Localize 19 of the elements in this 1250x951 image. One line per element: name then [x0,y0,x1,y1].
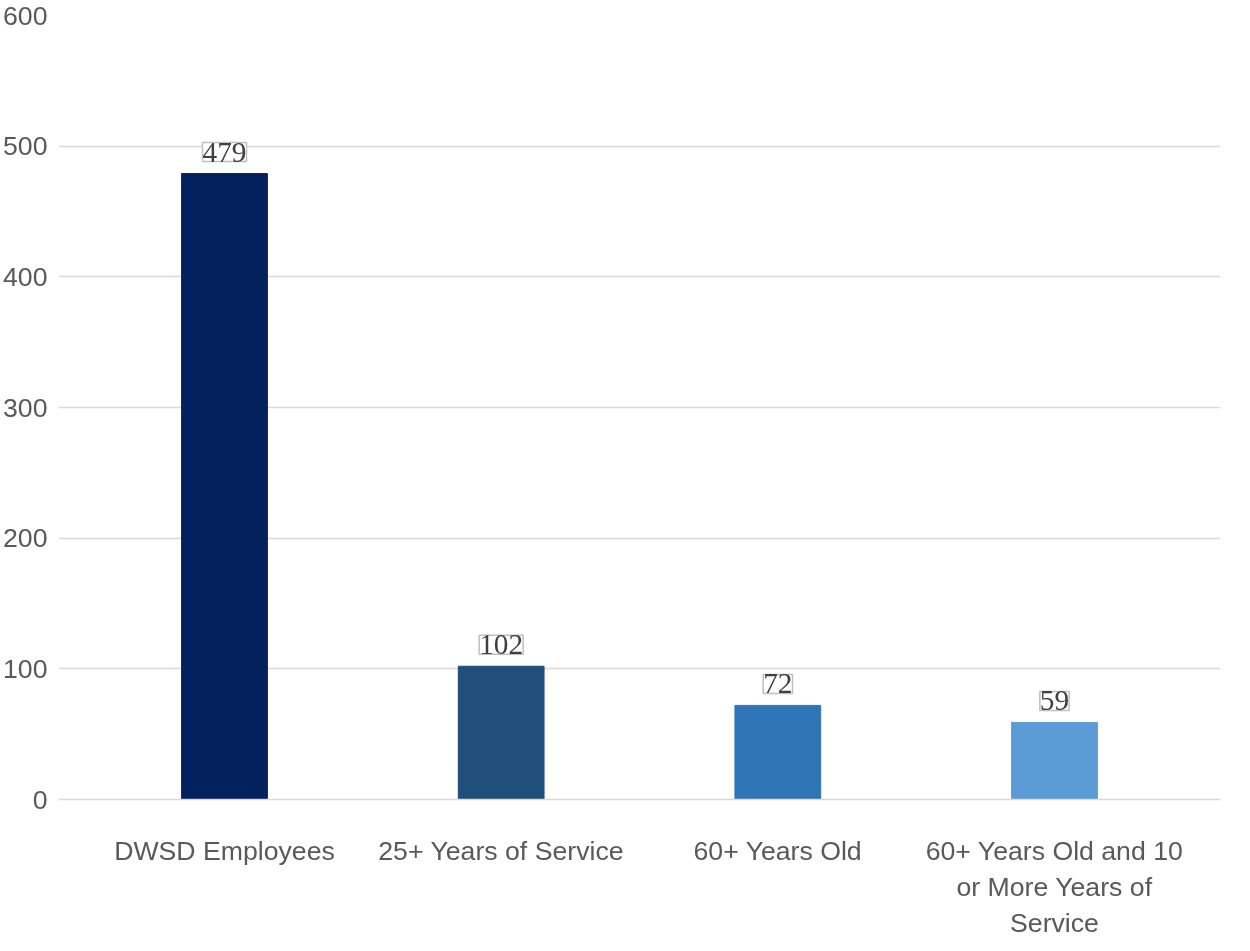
y-tick-label: 0 [32,784,48,815]
y-tick-label: 500 [3,131,48,162]
bar [181,173,268,800]
y-tick-label: 100 [3,653,48,684]
x-tick-label: 25+ Years of Service [378,835,624,866]
x-tick-label: 60+ Years Old [693,835,862,866]
y-tick-label: 600 [3,0,48,31]
bar [1011,721,1098,800]
data-label: 59 [1039,684,1070,717]
x-tick-label: DWSD Employees [114,835,335,866]
y-tick-label: 200 [3,523,48,554]
bar [457,665,545,800]
data-label: 102 [479,628,524,661]
data-label: 72 [763,667,793,700]
y-tick-label: 400 [3,261,48,292]
y-tick-label: 300 [3,392,48,423]
bar [734,704,822,800]
x-tick-label: 60+ Years Old and 10 or More Years of Service [925,835,1183,938]
data-label: 479 [202,135,247,168]
